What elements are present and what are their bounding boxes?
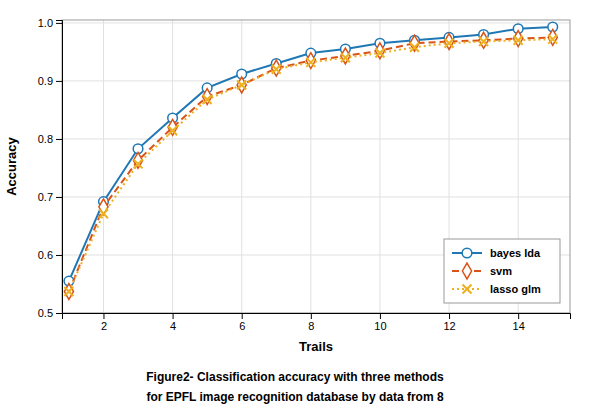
x-tick-label: 14 bbox=[513, 320, 525, 332]
x-tick: 2 bbox=[101, 313, 107, 332]
series-marker bbox=[272, 60, 281, 76]
x-tick: 12 bbox=[443, 313, 455, 332]
series-marker bbox=[514, 31, 523, 47]
x-tick-label: 12 bbox=[443, 320, 455, 332]
series-marker bbox=[203, 89, 212, 105]
series-marker bbox=[306, 58, 315, 67]
x-axis-line bbox=[63, 314, 571, 320]
caption: Figure2- Classification accuracy with th… bbox=[146, 370, 444, 384]
x-tick: 6 bbox=[239, 313, 245, 332]
y-tick: 0.6 bbox=[38, 249, 62, 261]
series-line bbox=[69, 39, 553, 291]
y-tick: 0.8 bbox=[38, 133, 62, 145]
y-tick-label: 0.9 bbox=[38, 75, 53, 87]
legend-box bbox=[444, 239, 560, 303]
x-axis-title: Trails bbox=[299, 339, 333, 354]
series-marker bbox=[168, 126, 177, 135]
x-tick-label: 6 bbox=[239, 320, 245, 332]
x-tick-mark bbox=[103, 313, 104, 319]
x-tick-mark bbox=[173, 313, 174, 319]
series-marker bbox=[341, 48, 350, 64]
series-marker bbox=[306, 53, 315, 69]
y-grid-line bbox=[62, 80, 570, 81]
x-tick-label: 8 bbox=[308, 320, 314, 332]
y-tick-mark bbox=[56, 139, 62, 140]
series-marker bbox=[445, 39, 454, 48]
y-tick: 1.0 bbox=[38, 17, 62, 29]
y-tick-label: 0.6 bbox=[38, 249, 53, 261]
series-marker bbox=[134, 159, 143, 168]
series-marker bbox=[341, 53, 350, 62]
legend-marker bbox=[463, 285, 472, 294]
series-marker bbox=[64, 287, 73, 296]
series-marker bbox=[272, 65, 281, 74]
x-grid-line bbox=[241, 20, 242, 313]
series-marker bbox=[410, 43, 419, 52]
x-tick: 14 bbox=[513, 313, 525, 332]
y-tick-label: 0.5 bbox=[38, 307, 53, 319]
x-tick: 8 bbox=[308, 313, 314, 332]
x-tick: 10 bbox=[374, 313, 386, 332]
series-line bbox=[69, 37, 553, 291]
y-tick: 0.9 bbox=[38, 75, 62, 87]
series-marker bbox=[375, 43, 384, 59]
x-tick-mark bbox=[380, 313, 381, 319]
legend-label: lasso glm bbox=[490, 283, 541, 295]
y-tick-label: 1.0 bbox=[38, 17, 53, 29]
series-marker bbox=[514, 36, 523, 45]
legend-marker bbox=[462, 263, 471, 279]
series-marker bbox=[375, 49, 384, 58]
legend-label: bayes lda bbox=[490, 247, 541, 259]
y-tick-label: 0.8 bbox=[38, 133, 53, 145]
y-tick-mark bbox=[56, 313, 62, 314]
series-marker bbox=[548, 29, 557, 45]
x-axis: 2 4 6 8 10 12 14 bbox=[63, 313, 571, 332]
y-grid-line bbox=[62, 22, 570, 23]
legend-label: svm bbox=[490, 265, 512, 277]
grid bbox=[62, 20, 570, 313]
x-tick-mark bbox=[449, 313, 450, 319]
y-tick-mark bbox=[56, 255, 62, 256]
series-marker bbox=[410, 35, 419, 51]
chart: 2 4 6 8 10 12 14 0.5 0.6 0.7 0.8 0.9 1.0 bayes lda svm… bbox=[0, 0, 590, 413]
y-grid-line bbox=[62, 196, 570, 197]
caption: for EPFL image recognition database by d… bbox=[146, 390, 444, 404]
x-tick-mark bbox=[518, 313, 519, 319]
y-tick-mark bbox=[56, 197, 62, 198]
series-marker bbox=[168, 119, 177, 135]
x-tick-mark bbox=[311, 313, 312, 319]
legend: bayes lda svm lasso glm bbox=[444, 239, 560, 303]
x-tick: 4 bbox=[170, 313, 176, 332]
x-tick-label: 4 bbox=[170, 320, 176, 332]
series-marker bbox=[237, 77, 246, 93]
y-tick-mark bbox=[56, 23, 62, 24]
series-marker bbox=[99, 209, 108, 218]
x-grid-line bbox=[379, 20, 380, 313]
y-axis: 0.5 0.6 0.7 0.8 0.9 1.0 bbox=[38, 17, 63, 319]
series-marker bbox=[133, 152, 142, 168]
x-tick-label: 10 bbox=[374, 320, 386, 332]
y-axis-title: Accuracy bbox=[4, 136, 19, 195]
series-marker bbox=[237, 80, 246, 89]
y-tick-mark bbox=[56, 81, 62, 82]
series-marker bbox=[203, 95, 212, 104]
x-tick-mark bbox=[242, 313, 243, 319]
y-tick-label: 0.7 bbox=[38, 191, 53, 203]
y-grid-line bbox=[62, 138, 570, 139]
y-tick: 0.5 bbox=[38, 307, 62, 319]
x-tick-label: 2 bbox=[101, 320, 107, 332]
y-axis-line bbox=[56, 21, 63, 314]
legend-marker bbox=[462, 248, 472, 258]
series-marker bbox=[479, 37, 488, 46]
series-marker bbox=[444, 34, 453, 50]
x-grid-line bbox=[172, 20, 173, 313]
x-grid-line bbox=[103, 20, 104, 313]
plot-frame bbox=[62, 20, 570, 313]
y-tick: 0.7 bbox=[38, 191, 62, 203]
plot-area: 2 4 6 8 10 12 14 0.5 0.6 0.7 0.8 0.9 1.0 bayes lda svm… bbox=[38, 17, 571, 332]
series-marker bbox=[479, 32, 488, 48]
series-marker bbox=[548, 35, 557, 44]
